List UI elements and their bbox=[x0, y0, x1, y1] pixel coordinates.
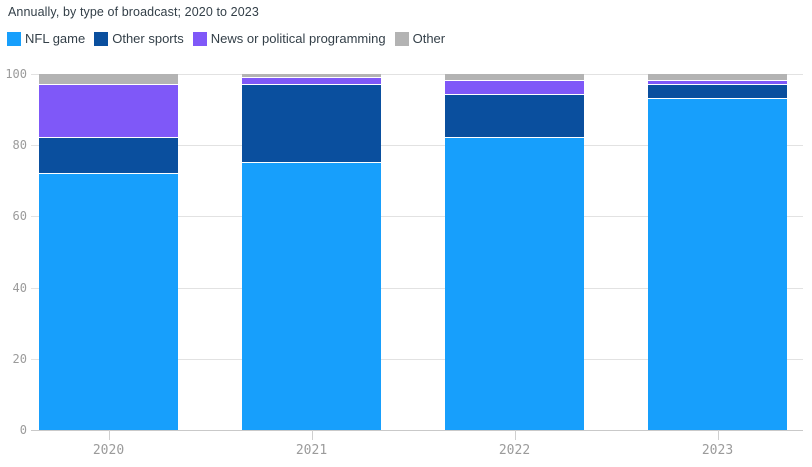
chart-subtitle: Annually, by type of broadcast; 2020 to … bbox=[8, 5, 259, 19]
x-axis-tick bbox=[311, 430, 313, 440]
y-axis-tick-label: 80 bbox=[12, 138, 27, 153]
x-axis-tick bbox=[514, 430, 516, 440]
x-axis: 2020 2021 2022 2023 bbox=[31, 430, 803, 467]
legend-item-other: Other bbox=[394, 31, 446, 46]
x-axis-label: 2022 bbox=[498, 443, 531, 458]
baseline-gridline bbox=[31, 430, 803, 431]
bar-2022 bbox=[445, 74, 584, 430]
bar-segment-nfl-game bbox=[445, 138, 584, 430]
bar-segment-news-or-political-programming bbox=[39, 84, 178, 139]
x-axis-label: 2020 bbox=[92, 443, 125, 458]
legend-swatch-icon bbox=[192, 31, 207, 46]
bar-segment-other bbox=[242, 74, 381, 78]
legend-item-news-or-political-programming: News or political programming bbox=[192, 31, 386, 46]
y-axis-labels: 0 20 40 60 80 100 bbox=[0, 67, 27, 437]
bar-segment-other-sports bbox=[648, 84, 787, 99]
bar-segment-news-or-political-programming bbox=[445, 81, 584, 96]
y-axis-tick-label: 100 bbox=[5, 67, 27, 81]
y-axis-tick-label: 40 bbox=[12, 280, 27, 295]
bar-segment-other-sports bbox=[445, 95, 584, 139]
legend-swatch-icon bbox=[394, 31, 409, 46]
bar-segment-other bbox=[445, 74, 584, 82]
gridline bbox=[31, 145, 803, 147]
bar-2021 bbox=[242, 74, 381, 430]
bar-segment-nfl-game bbox=[39, 173, 178, 430]
x-axis-label: 2023 bbox=[701, 443, 734, 458]
bar-2020 bbox=[39, 74, 178, 430]
legend-swatch-icon bbox=[7, 31, 21, 46]
gridline bbox=[31, 74, 803, 75]
legend-label: Other sports bbox=[112, 31, 184, 46]
y-axis-tick-label: 60 bbox=[12, 209, 27, 224]
bar-segment-other-sports bbox=[242, 84, 381, 163]
legend: NFL game Other sports News or political pr… bbox=[7, 31, 445, 46]
y-axis-tick-label: 20 bbox=[12, 351, 27, 366]
bar-segment-news-or-political-programming bbox=[648, 81, 787, 85]
legend-label: NFL game bbox=[25, 31, 86, 46]
gridline bbox=[31, 287, 803, 289]
bar-segment-news-or-political-programming bbox=[242, 77, 381, 85]
y-axis-tick-label: 0 bbox=[19, 423, 27, 437]
plot-area bbox=[31, 74, 803, 431]
legend-label: Other bbox=[412, 31, 446, 46]
x-axis-tick bbox=[717, 430, 719, 440]
legend-item-nfl-game: NFL game bbox=[7, 31, 85, 46]
legend-swatch-icon bbox=[94, 31, 109, 46]
gridline bbox=[31, 216, 803, 218]
legend-label: News or political programming bbox=[210, 31, 386, 46]
legend-item-other-sports: Other sports bbox=[94, 31, 184, 46]
gridline bbox=[31, 358, 803, 360]
bar-segment-nfl-game bbox=[242, 162, 381, 430]
bar-segment-other bbox=[648, 74, 787, 82]
bar-segment-other bbox=[39, 74, 178, 85]
bar-2023 bbox=[648, 74, 787, 430]
bar-segment-nfl-game bbox=[648, 98, 787, 430]
bar-segment-other-sports bbox=[39, 138, 178, 174]
x-axis-tick bbox=[108, 430, 110, 440]
x-axis-label: 2021 bbox=[295, 443, 328, 458]
